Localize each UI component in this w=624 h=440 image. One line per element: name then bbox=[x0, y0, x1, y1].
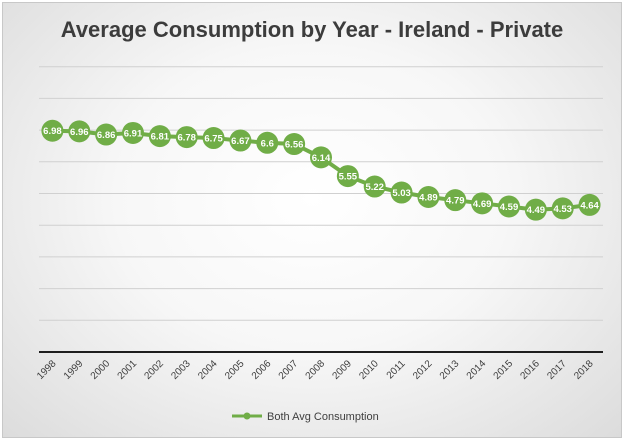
data-point bbox=[498, 195, 520, 218]
gridlines bbox=[39, 66, 603, 321]
data-label: 6.14 bbox=[312, 153, 331, 164]
data-label: 6.96 bbox=[70, 127, 89, 138]
legend-label: Both Avg Consumption bbox=[267, 411, 379, 423]
x-tick-label: 2003 bbox=[169, 358, 193, 382]
data-label: 6.98 bbox=[43, 126, 62, 137]
data-point bbox=[256, 131, 279, 154]
data-label: 6.6 bbox=[261, 138, 274, 149]
x-tick-labels: 1998 1999 2000 2001 2002 2003 2004 2005 2006 2007… bbox=[35, 358, 596, 382]
data-label: 6.56 bbox=[285, 140, 304, 151]
data-point bbox=[336, 165, 359, 188]
data-point bbox=[524, 198, 547, 221]
data-point bbox=[417, 185, 440, 208]
data-label: 5.55 bbox=[339, 172, 358, 183]
x-tick-label: 2011 bbox=[385, 358, 408, 381]
data-label: 6.91 bbox=[124, 128, 143, 139]
data-point bbox=[444, 189, 467, 212]
x-tick-label: 1998 bbox=[35, 358, 59, 382]
legend: Both Avg Consumption bbox=[232, 411, 379, 423]
data-label: 6.67 bbox=[231, 136, 250, 147]
series-markers bbox=[41, 119, 601, 221]
x-tick-label: 2006 bbox=[250, 358, 274, 382]
data-point bbox=[578, 193, 601, 216]
x-tick-label: 2009 bbox=[330, 358, 354, 382]
x-tick-label: 2014 bbox=[465, 358, 489, 382]
x-tick-label: 2000 bbox=[89, 358, 113, 382]
data-label: 6.75 bbox=[204, 134, 223, 145]
data-label: 4.79 bbox=[446, 196, 465, 207]
data-point bbox=[148, 125, 171, 148]
x-tick-label: 2008 bbox=[304, 358, 328, 382]
data-label: 6.81 bbox=[151, 132, 170, 143]
x-tick-label: 2001 bbox=[116, 358, 140, 382]
data-point bbox=[41, 119, 64, 142]
data-point bbox=[68, 120, 91, 143]
data-label: 6.78 bbox=[177, 133, 196, 144]
data-point bbox=[310, 146, 332, 169]
data-point bbox=[229, 129, 252, 152]
x-tick-label: 2016 bbox=[518, 358, 542, 382]
data-label: 4.53 bbox=[553, 204, 572, 215]
data-point bbox=[175, 126, 198, 149]
data-point bbox=[471, 192, 494, 215]
data-point bbox=[95, 123, 118, 146]
x-tick-label: 2012 bbox=[411, 358, 435, 382]
x-tick-label: 2013 bbox=[438, 358, 462, 382]
data-point bbox=[202, 127, 225, 150]
x-tick-label: 2010 bbox=[357, 358, 381, 382]
chart-svg: Average Consumption by Year - Ireland - … bbox=[35, 17, 603, 423]
data-label: 4.89 bbox=[419, 192, 438, 203]
x-tick-label: 2017 bbox=[545, 358, 569, 382]
x-tick-label: 2018 bbox=[572, 358, 596, 382]
data-label: 4.59 bbox=[500, 202, 519, 213]
x-tick-label: 1999 bbox=[62, 358, 86, 382]
data-point bbox=[390, 181, 413, 204]
data-labels: 6.98 6.96 6.86 6.91 6.81 6.78 6.75 6.67 6.6 6.56 6… bbox=[43, 126, 599, 216]
legend-marker-swatch bbox=[243, 412, 251, 420]
data-label: 5.22 bbox=[365, 182, 384, 193]
data-label: 5.03 bbox=[392, 188, 411, 199]
x-tick-label: 2007 bbox=[277, 358, 301, 382]
data-point bbox=[363, 175, 386, 198]
data-point bbox=[283, 133, 306, 156]
x-tick-label: 2005 bbox=[223, 358, 247, 382]
chart-title: Average Consumption by Year - Ireland - … bbox=[61, 17, 564, 42]
data-label: 4.69 bbox=[473, 199, 492, 210]
data-label: 4.49 bbox=[527, 205, 546, 216]
x-tick-label: 2004 bbox=[196, 358, 220, 382]
data-point bbox=[122, 121, 144, 144]
data-label: 6.86 bbox=[97, 130, 116, 141]
data-point bbox=[551, 197, 574, 220]
x-tick-label: 2002 bbox=[142, 358, 166, 382]
x-tick-label: 2015 bbox=[492, 358, 516, 382]
data-label: 4.64 bbox=[580, 200, 599, 211]
